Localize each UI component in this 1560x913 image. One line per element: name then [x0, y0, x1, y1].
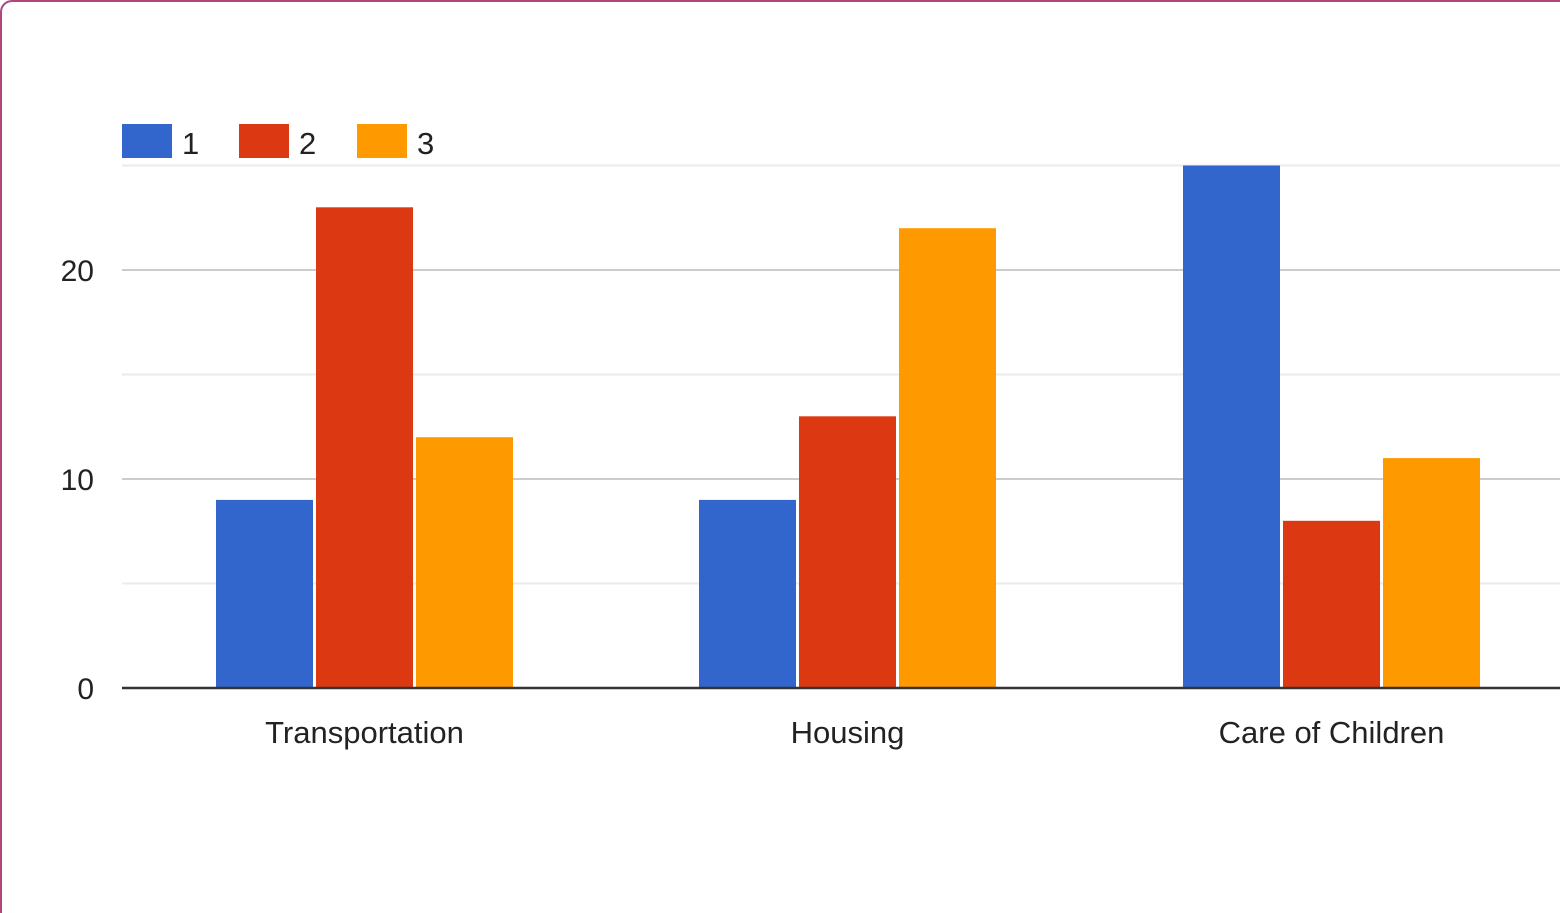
legend: 1 2 3: [122, 124, 434, 161]
x-category-label: Transportation: [265, 715, 464, 750]
x-category-label: Care of Children: [1219, 715, 1445, 750]
bar-housing-series-2: [799, 416, 896, 688]
legend-swatch-1: [122, 124, 172, 158]
legend-label-2: 2: [299, 126, 316, 161]
bar-transportation-series-3: [416, 437, 513, 688]
legend-swatch-3: [357, 124, 407, 158]
x-axis-labels: Transportation Housing Care of Children: [265, 715, 1444, 750]
legend-label-3: 3: [417, 126, 434, 161]
legend-swatch-2: [239, 124, 289, 158]
y-axis-ticks: 0 10 20: [61, 255, 94, 706]
x-category-label: Housing: [791, 715, 905, 750]
bar-care-of-children-series-2: [1283, 520, 1380, 688]
y-tick-label: 0: [77, 673, 94, 706]
bar-transportation-series-1: [216, 499, 313, 688]
bar-housing-series-3: [899, 228, 996, 688]
bar-transportation-series-2: [316, 207, 413, 689]
bar-care-of-children-series-3: [1383, 458, 1480, 688]
y-tick-label: 10: [61, 464, 94, 497]
y-tick-label: 20: [61, 255, 94, 288]
legend-label-1: 1: [182, 126, 199, 161]
bars: [216, 165, 1480, 689]
bar-housing-series-1: [699, 499, 796, 688]
bar-care-of-children-series-1: [1183, 165, 1280, 688]
